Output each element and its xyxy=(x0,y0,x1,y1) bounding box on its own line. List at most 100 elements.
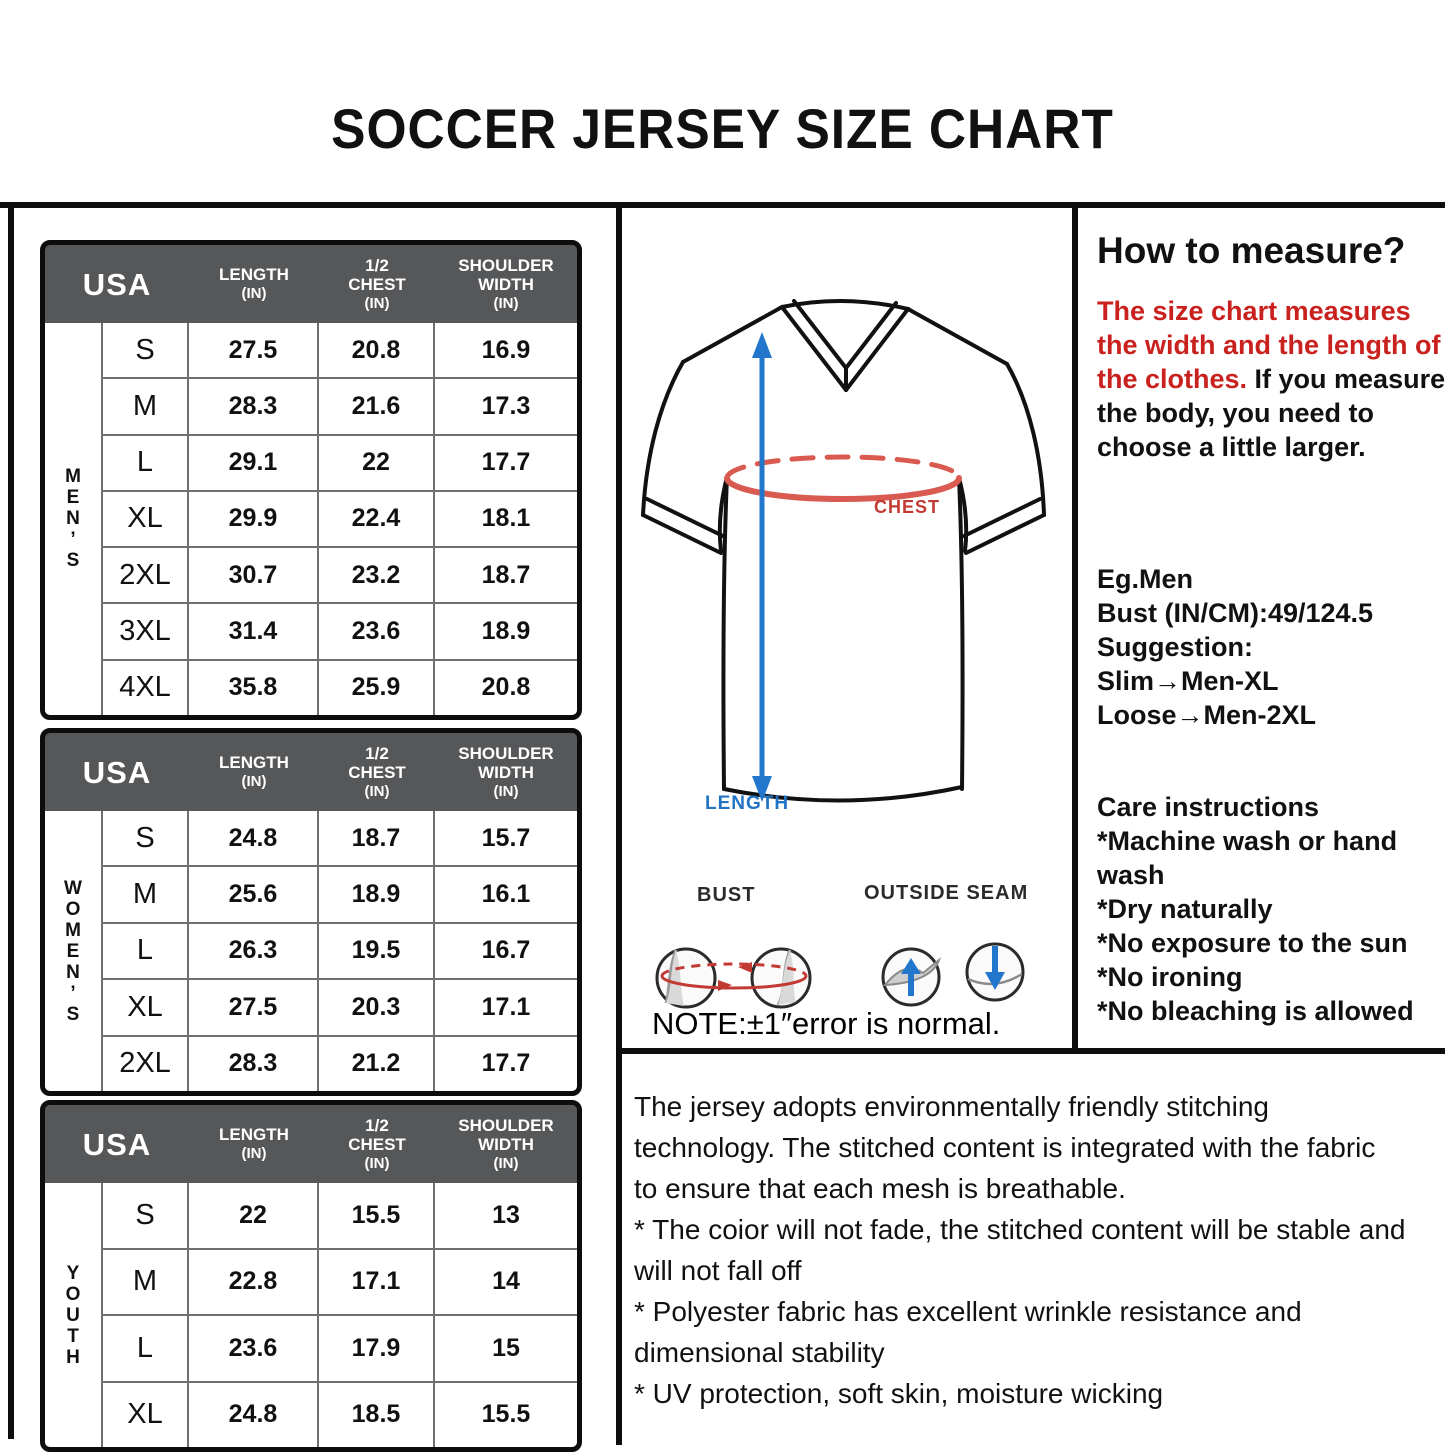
group-label: W O M E N’ S xyxy=(45,811,101,1091)
size-cell: 2XL xyxy=(103,1036,187,1091)
measurement-cell: 23.6 xyxy=(189,1316,317,1381)
group-label: M E N’ S xyxy=(45,323,101,715)
group-letter: E xyxy=(66,940,80,962)
group-letter: O xyxy=(65,898,81,920)
measurement-cell: 19.5 xyxy=(319,923,433,979)
divider-left xyxy=(8,202,14,1439)
table-header: USA LENGTH (IN) 1/2 CHEST (IN) SHOULDER WIDTH (I… xyxy=(45,245,577,323)
group-letter: S xyxy=(66,550,80,572)
size-cell: M xyxy=(103,867,187,922)
measurement-cell: 20.8 xyxy=(319,323,433,378)
column-header: 1/2 CHEST (IN) xyxy=(319,744,435,801)
column-header: USA xyxy=(45,757,189,788)
divider-top xyxy=(0,202,1445,208)
measurement-cell: 15 xyxy=(435,1316,577,1381)
care-instruction-line: *No bleaching is allowed xyxy=(1097,996,1414,1026)
size-cell: 3XL xyxy=(103,604,187,659)
column-header-line: WIDTH xyxy=(478,762,534,782)
measurement-cell: 23.6 xyxy=(319,604,433,659)
description-line: * The coior will not fade, the stitched … xyxy=(634,1214,1406,1245)
group-letter: U xyxy=(66,1304,80,1326)
column-header-line: WIDTH xyxy=(478,1134,534,1154)
care-instruction-line: *No exposure to the sun xyxy=(1097,928,1408,958)
sizing-example-line: Bust (IN/CM):49/124.5 xyxy=(1097,598,1374,628)
measurement-cell: 24.8 xyxy=(189,811,317,866)
measure-paragraph-black: If you measure the body, you need to cho… xyxy=(1097,364,1445,462)
column-header-line: (IN) xyxy=(493,782,519,800)
column-header-line: (IN) xyxy=(241,1145,267,1162)
group-letter: Y xyxy=(66,1262,80,1284)
description-line: technology. The stitched content is inte… xyxy=(634,1132,1376,1163)
group-letter: S xyxy=(66,1003,80,1025)
size-cell: XL xyxy=(103,491,187,547)
page-title: SOCCER JERSEY SIZE CHART xyxy=(331,97,1114,160)
group-letter: E xyxy=(66,487,80,509)
column-header: SHOULDER WIDTH (IN) xyxy=(435,256,577,313)
column-header-line: (IN) xyxy=(364,1154,390,1172)
product-description: The jersey adopts environmentally friend… xyxy=(634,1086,1445,1414)
measurement-cell: 18.1 xyxy=(435,491,577,547)
measurement-cell: 18.7 xyxy=(319,811,433,866)
description-line: The jersey adopts environmentally friend… xyxy=(634,1091,1269,1122)
measurement-cell: 22.8 xyxy=(189,1249,317,1314)
bust-icon xyxy=(655,947,812,1009)
column-header-line: (IN) xyxy=(241,773,267,790)
sizing-example-line: Slim→Men-XL xyxy=(1097,666,1279,696)
measurement-cell: 18.7 xyxy=(435,548,577,603)
column-header-line: 1/2 xyxy=(365,1115,389,1135)
column-header-line: 1/2 xyxy=(365,255,389,275)
sizing-example-line: Loose→Men-2XL xyxy=(1097,700,1317,730)
column-header: LENGTH (IN) xyxy=(189,1125,319,1163)
column-header-line: CHEST xyxy=(348,762,406,782)
measurement-cell: 29.1 xyxy=(189,435,317,490)
column-header: SHOULDER WIDTH (IN) xyxy=(435,744,577,801)
measurement-cell: 15.5 xyxy=(319,1183,433,1248)
column-header-line: (IN) xyxy=(364,294,390,312)
how-to-measure-heading: How to measure? xyxy=(1097,230,1406,271)
measurement-cell: 27.5 xyxy=(189,980,317,1035)
chest-label: CHEST xyxy=(874,497,941,517)
column-header-line: 1/2 xyxy=(365,743,389,763)
measurement-cell: 25.9 xyxy=(319,660,433,715)
jersey-diagram xyxy=(641,299,1046,1009)
measure-paragraph: The size chart measures the width and th… xyxy=(1097,294,1445,464)
measurement-cell: 25.6 xyxy=(189,867,317,922)
size-cell: L xyxy=(103,435,187,490)
bust-label: BUST xyxy=(697,884,756,906)
column-header: USA xyxy=(45,1129,189,1160)
measurement-cell: 13 xyxy=(435,1183,577,1248)
measurement-cell: 20.3 xyxy=(319,980,433,1035)
measurement-cell: 18.5 xyxy=(319,1382,433,1447)
measurement-cell: 35.8 xyxy=(189,660,317,715)
measurement-cell: 14 xyxy=(435,1249,577,1314)
sizing-example-line: Suggestion: xyxy=(1097,632,1253,662)
size-cell: S xyxy=(103,1183,187,1248)
measurement-cell: 16.1 xyxy=(435,867,577,922)
measurement-cell: 21.2 xyxy=(319,1036,433,1091)
measurement-cell: 28.3 xyxy=(189,379,317,434)
column-header-line: (IN) xyxy=(364,782,390,800)
column-header: SHOULDER WIDTH (IN) xyxy=(435,1116,577,1173)
measurement-cell: 16.7 xyxy=(435,923,577,979)
divider-middle-right xyxy=(1072,202,1078,1054)
group-letter: T xyxy=(67,1325,79,1347)
divider-horizontal xyxy=(616,1048,1445,1054)
measure-paragraph-red: The size chart measures the width and th… xyxy=(1097,296,1441,394)
measurement-cell: 22.4 xyxy=(319,491,433,547)
table-body: M E N’ S S 27.5 20.8 16.9 M 28.3 21.6 17.3 L 29.1 22 17… xyxy=(45,323,577,715)
measurement-cell: 30.7 xyxy=(189,548,317,603)
care-instruction-line: *Dry naturally xyxy=(1097,894,1273,924)
column-header: LENGTH (IN) xyxy=(189,753,319,791)
sizing-example-line: Eg.Men xyxy=(1097,564,1194,594)
measurement-cell: 17.1 xyxy=(319,1249,433,1314)
measurement-cell: 17.7 xyxy=(435,1036,577,1091)
size-cell: S xyxy=(103,323,187,378)
length-label: LENGTH xyxy=(705,793,790,814)
table-header: USA LENGTH (IN) 1/2 CHEST (IN) SHOULDER WIDTH (I… xyxy=(45,733,577,811)
care-instructions-heading: Care instructions xyxy=(1097,792,1320,822)
size-table-womens: USA LENGTH (IN) 1/2 CHEST (IN) SHOULDER WIDTH (I… xyxy=(40,728,582,1096)
measurement-cell: 22 xyxy=(189,1183,317,1248)
divider-middle-left xyxy=(616,202,622,1445)
column-header-line: USA xyxy=(82,266,152,302)
